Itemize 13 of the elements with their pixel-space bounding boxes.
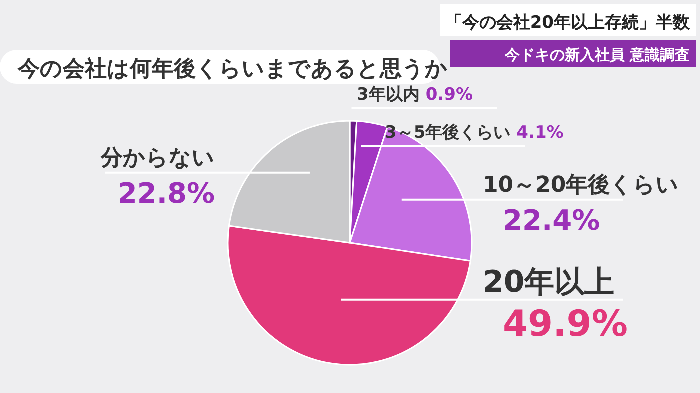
slice-label: 分からない xyxy=(100,146,215,171)
slice-label: 20年以上 xyxy=(483,264,615,300)
data-label: 0.9% xyxy=(426,85,473,105)
slice-label: 3～5年後くらい xyxy=(385,123,511,143)
chart-title: 今の会社は何年後くらいまであると思うか xyxy=(17,57,448,82)
slice-label: 3年以内 xyxy=(357,85,420,105)
chart-subtitle: 「今の会社20年以上存続」半数 xyxy=(445,13,691,33)
slice-label: 10～20年後くらい xyxy=(483,172,680,198)
data-label: 22.8% xyxy=(118,176,215,210)
data-label: 49.9% xyxy=(503,304,628,345)
data-label: 4.1% xyxy=(516,123,564,143)
text: 今ドキの新入社員 意識調査 xyxy=(504,46,690,64)
data-label: 22.4% xyxy=(503,204,600,237)
